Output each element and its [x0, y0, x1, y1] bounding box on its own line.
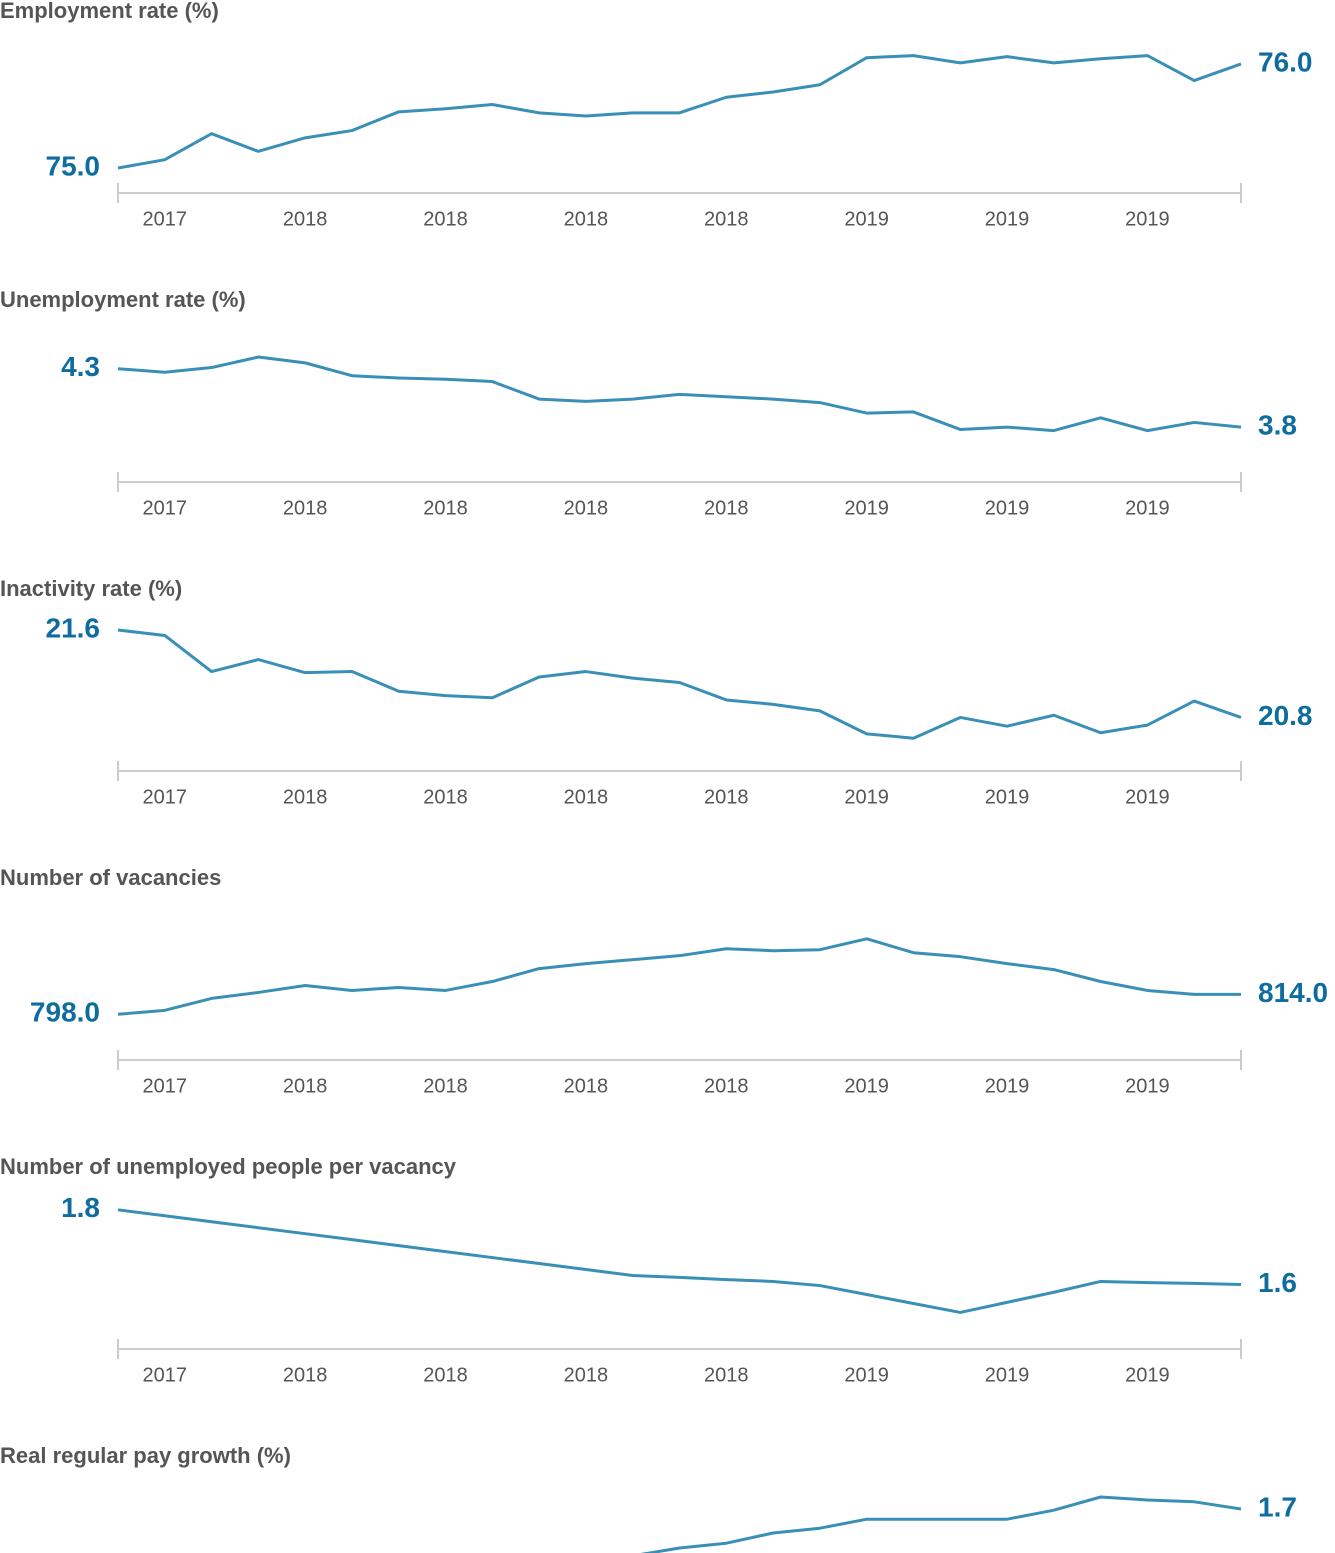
x-tick-label: 2017: [143, 497, 188, 519]
x-tick-label: 2019: [985, 1364, 1030, 1386]
series-line: [117, 628, 1242, 740]
value-label: 1.8: [61, 1192, 100, 1223]
x-tick-label: 2019: [844, 497, 889, 519]
x-tick-label: 2018: [564, 1364, 609, 1386]
x-tick-label: 2019: [844, 208, 889, 230]
series-line: [117, 54, 1242, 170]
x-tick-label: 2018: [564, 497, 609, 519]
x-tick-label: 2018: [283, 1364, 328, 1386]
x-tick-label: 2019: [1125, 1075, 1170, 1097]
chart-title: Unemployment rate (%): [0, 287, 246, 312]
chart-title: Inactivity rate (%): [0, 576, 182, 601]
chart-title: Number of vacancies: [0, 865, 221, 890]
x-tick-label: 2019: [985, 1075, 1030, 1097]
x-tick-label: 2018: [283, 497, 328, 519]
x-tick-label: 2017: [143, 1364, 188, 1386]
value-label: 1.7: [1258, 1491, 1297, 1522]
value-label: 75.0: [46, 150, 101, 181]
value-label: 20.8: [1258, 700, 1313, 731]
x-tick-label: 2019: [985, 786, 1030, 808]
x-tick-label: 2019: [1125, 208, 1170, 230]
x-tick-label: 2019: [985, 497, 1030, 519]
x-tick-label: 2017: [143, 208, 188, 230]
chart-title: Real regular pay growth (%): [0, 1443, 291, 1468]
x-tick-label: 2019: [1125, 1364, 1170, 1386]
x-tick-label: 2018: [423, 1364, 468, 1386]
x-tick-label: 2019: [844, 786, 889, 808]
x-tick-label: 2019: [985, 208, 1030, 230]
x-tick-label: 2019: [844, 1075, 889, 1097]
x-tick-label: 2018: [564, 208, 609, 230]
series-line: [117, 937, 1241, 1016]
series-line: [117, 1208, 1242, 1314]
x-tick-label: 2018: [704, 1364, 749, 1386]
series-line: [117, 355, 1242, 433]
x-tick-label: 2018: [423, 1075, 468, 1097]
x-tick-label: 2018: [564, 1075, 609, 1097]
x-tick-label: 2018: [704, 1075, 749, 1097]
x-tick-label: 2019: [1125, 786, 1170, 808]
x-tick-label: 2018: [423, 208, 468, 230]
series-line: [640, 1495, 1242, 1553]
x-tick-label: 2017: [143, 786, 188, 808]
value-label: 1.6: [1258, 1267, 1297, 1298]
x-tick-label: 2018: [704, 497, 749, 519]
x-tick-label: 2018: [423, 497, 468, 519]
value-label: 76.0: [1258, 46, 1313, 77]
x-tick-label: 2019: [844, 1364, 889, 1386]
value-label: 4.3: [61, 351, 100, 382]
value-label: 814.0: [1258, 977, 1328, 1008]
x-tick-label: 2018: [704, 786, 749, 808]
x-tick-label: 2019: [1125, 497, 1170, 519]
chart-title: Employment rate (%): [0, 0, 219, 23]
value-label: 798.0: [30, 997, 100, 1028]
x-tick-label: 2017: [143, 1075, 188, 1097]
value-label: 3.8: [1258, 409, 1297, 440]
x-tick-label: 2018: [564, 786, 609, 808]
value-label: 21.6: [46, 612, 101, 643]
x-tick-label: 2018: [704, 208, 749, 230]
chart-title: Number of unemployed people per vacancy: [0, 1154, 457, 1179]
x-tick-label: 2018: [283, 208, 328, 230]
x-tick-label: 2018: [423, 786, 468, 808]
x-tick-label: 2018: [283, 786, 328, 808]
x-tick-label: 2018: [283, 1075, 328, 1097]
